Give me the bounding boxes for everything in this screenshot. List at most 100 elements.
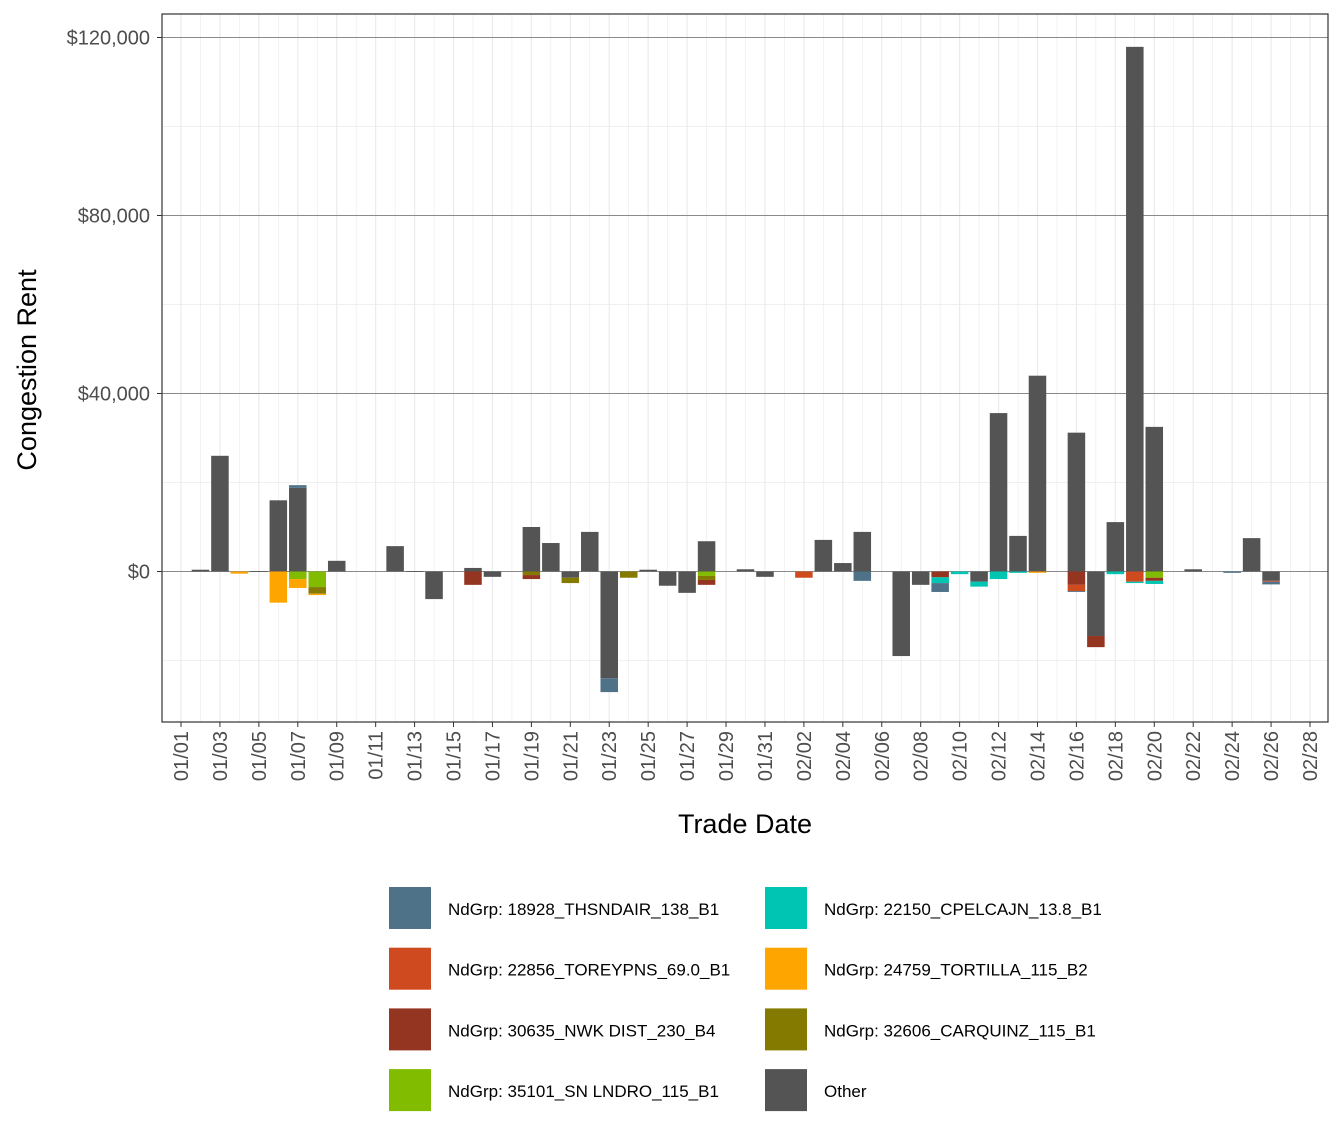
x-tick-label: 01/09 [327, 731, 349, 781]
x-tick-label: 02/22 [1183, 731, 1205, 781]
legend-label: NdGrp: 22856_TOREYPNS_69.0_B1 [448, 961, 730, 980]
bar-segment [1262, 571, 1280, 581]
bar-segment [989, 413, 1008, 572]
x-tick-label: 02/04 [833, 731, 855, 781]
y-axis: $0 $40,000 $80,000 $120,000 [67, 28, 162, 584]
x-tick-label: 01/19 [521, 731, 543, 781]
bar-segment [269, 571, 288, 603]
bar-segment [1145, 426, 1164, 572]
bar-segment [639, 569, 657, 572]
grid [162, 14, 1328, 722]
bar-segment [1126, 46, 1144, 572]
bar-segment [1184, 569, 1202, 572]
x-tick-label: 01/23 [599, 731, 621, 781]
plot-panel-border [161, 13, 1329, 723]
bar-segment [970, 581, 988, 587]
bar-segment [1067, 591, 1086, 592]
bar-segment [1028, 571, 1047, 573]
x-tick-label: 02/08 [911, 731, 933, 781]
legend-key [765, 887, 807, 929]
x-axis: 01/01 01/03 01/05 01/07 01/09 01/11 01/13 01/15… [171, 722, 1322, 781]
bar-segment [853, 531, 872, 572]
bar-segment [308, 593, 327, 596]
legend-label: NdGrp: 32606_CARQUINZ_115_B1 [824, 1021, 1096, 1040]
bar-segment [1087, 571, 1105, 637]
bar-segment [581, 531, 599, 572]
bar-segment [600, 571, 619, 679]
x-tick-label: 01/07 [288, 731, 310, 781]
x-tick-label: 01/01 [171, 731, 193, 781]
bar-segment [1067, 432, 1086, 572]
legend: NdGrp: 18928_THSNDAIR_138_B1 NdGrp: 22150… [389, 887, 1102, 1112]
x-tick-label: 02/16 [1066, 731, 1088, 781]
bar-segment [386, 546, 404, 572]
bar-segment [697, 541, 716, 572]
bar-segment [1242, 538, 1261, 572]
bar-segment [1028, 375, 1047, 572]
y-tick-label: $0 [128, 562, 150, 584]
bar-segment [1126, 571, 1144, 582]
x-tick-label: 01/21 [560, 731, 582, 781]
y-tick-label: $120,000 [67, 28, 150, 50]
bar-segment [464, 571, 482, 585]
bar-segment [250, 571, 268, 572]
bar-segment [1145, 577, 1164, 581]
x-tick-label: 02/18 [1105, 731, 1127, 781]
bar-segment [289, 579, 307, 588]
bar-segment [483, 571, 502, 577]
bar-segment [795, 571, 813, 578]
bar-segment [1106, 522, 1125, 572]
bar-segment [230, 571, 249, 574]
x-tick-label: 02/26 [1261, 731, 1283, 781]
bar-segment [970, 571, 988, 582]
bar-segment [697, 571, 716, 576]
bar-segment [561, 571, 580, 578]
x-tick-label: 01/31 [755, 731, 777, 781]
x-tick-label: 01/11 [366, 731, 388, 780]
x-tick-label: 02/12 [989, 731, 1011, 781]
bar-segment [191, 569, 210, 572]
bar-segment [289, 571, 307, 580]
legend-label: Other [824, 1082, 867, 1101]
bar-segment [1262, 580, 1280, 582]
bar-segment [892, 571, 910, 657]
bar-segment [697, 579, 716, 585]
bar-segment [931, 577, 949, 584]
bar-segment [1126, 581, 1144, 584]
bar-segment [1145, 580, 1164, 584]
bar-segment [1223, 571, 1241, 573]
x-tick-label: 02/28 [1300, 731, 1322, 781]
bar-segment [289, 487, 307, 572]
legend-key [765, 947, 807, 990]
x-tick-label: 01/17 [482, 731, 504, 781]
bar-segment [736, 569, 755, 572]
bar-segment [989, 571, 1008, 580]
x-tick-label: 02/10 [950, 731, 972, 781]
bar-segment [931, 583, 949, 592]
bar-segment [211, 455, 229, 572]
legend-label: NdGrp: 24759_TORTILLA_115_B2 [824, 961, 1088, 980]
bar-segment [1009, 535, 1027, 572]
x-tick-label: 02/14 [1027, 731, 1049, 781]
bar-segment [658, 571, 677, 586]
bar-segment [756, 571, 774, 577]
bar-segment [1262, 581, 1280, 585]
legend-key [389, 887, 431, 929]
bar-segment [327, 560, 346, 572]
bar-segment [522, 527, 541, 572]
y-tick-label: $40,000 [78, 384, 150, 406]
legend-key [765, 1008, 807, 1051]
legend-key [389, 1069, 431, 1112]
legend-label: NdGrp: 18928_THSNDAIR_138_B1 [448, 900, 719, 919]
legend-key [389, 947, 431, 990]
legend-key [765, 1069, 807, 1112]
x-tick-label: 01/13 [405, 731, 427, 781]
bar-segment [289, 485, 307, 488]
y-tick-label: $80,000 [78, 206, 150, 228]
bars [191, 46, 1280, 693]
x-tick-label: 01/03 [210, 731, 232, 781]
bar-segment [1106, 571, 1125, 575]
bar-segment [269, 500, 288, 572]
bar-segment [522, 571, 541, 576]
